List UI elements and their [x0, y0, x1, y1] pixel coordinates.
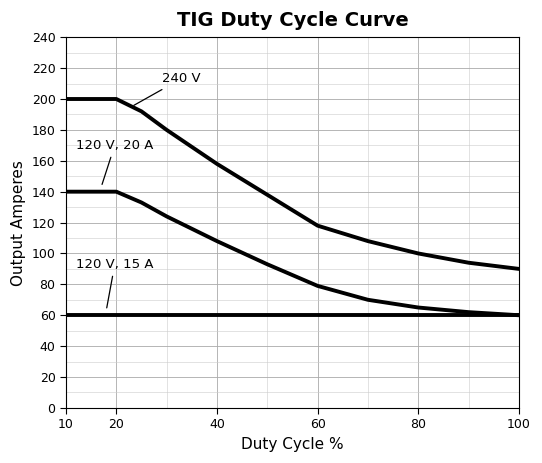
- Title: TIG Duty Cycle Curve: TIG Duty Cycle Curve: [177, 11, 408, 30]
- X-axis label: Duty Cycle %: Duty Cycle %: [241, 437, 344, 452]
- Y-axis label: Output Amperes: Output Amperes: [11, 160, 26, 286]
- Text: 120 V, 20 A: 120 V, 20 A: [76, 139, 153, 184]
- Text: 240 V: 240 V: [134, 72, 200, 106]
- Text: 120 V, 15 A: 120 V, 15 A: [76, 258, 153, 308]
